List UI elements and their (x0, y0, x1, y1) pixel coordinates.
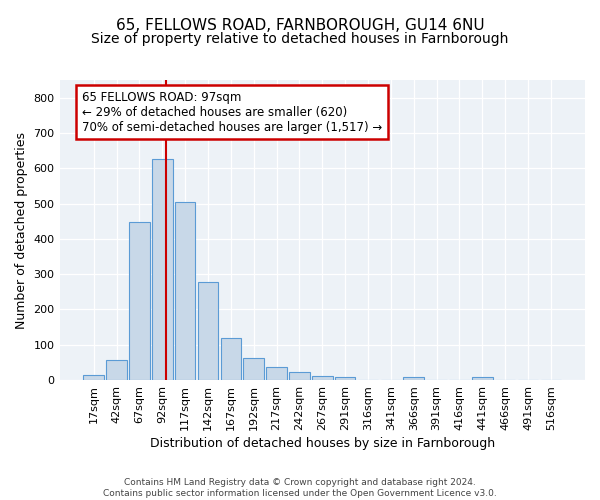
Bar (289, 372, 310, 380)
Bar (152, 160, 173, 380)
Bar (175, 202, 196, 380)
Bar (266, 367, 287, 380)
Text: 65 FELLOWS ROAD: 97sqm
← 29% of detached houses are smaller (620)
70% of semi-de: 65 FELLOWS ROAD: 97sqm ← 29% of detached… (82, 90, 383, 134)
Bar (221, 338, 241, 380)
Text: Size of property relative to detached houses in Farnborough: Size of property relative to detached ho… (91, 32, 509, 46)
Bar (312, 376, 332, 380)
Bar (83, 376, 104, 380)
Y-axis label: Number of detached properties: Number of detached properties (15, 132, 28, 328)
X-axis label: Distribution of detached houses by size in Farnborough: Distribution of detached houses by size … (150, 437, 495, 450)
Bar (335, 376, 355, 380)
Bar (403, 376, 424, 380)
Bar (472, 377, 493, 380)
Bar (198, 282, 218, 380)
Text: Contains HM Land Registry data © Crown copyright and database right 2024.
Contai: Contains HM Land Registry data © Crown c… (103, 478, 497, 498)
Bar (106, 360, 127, 380)
Bar (244, 358, 264, 380)
Bar (129, 222, 150, 380)
Text: 65, FELLOWS ROAD, FARNBOROUGH, GU14 6NU: 65, FELLOWS ROAD, FARNBOROUGH, GU14 6NU (116, 18, 484, 32)
